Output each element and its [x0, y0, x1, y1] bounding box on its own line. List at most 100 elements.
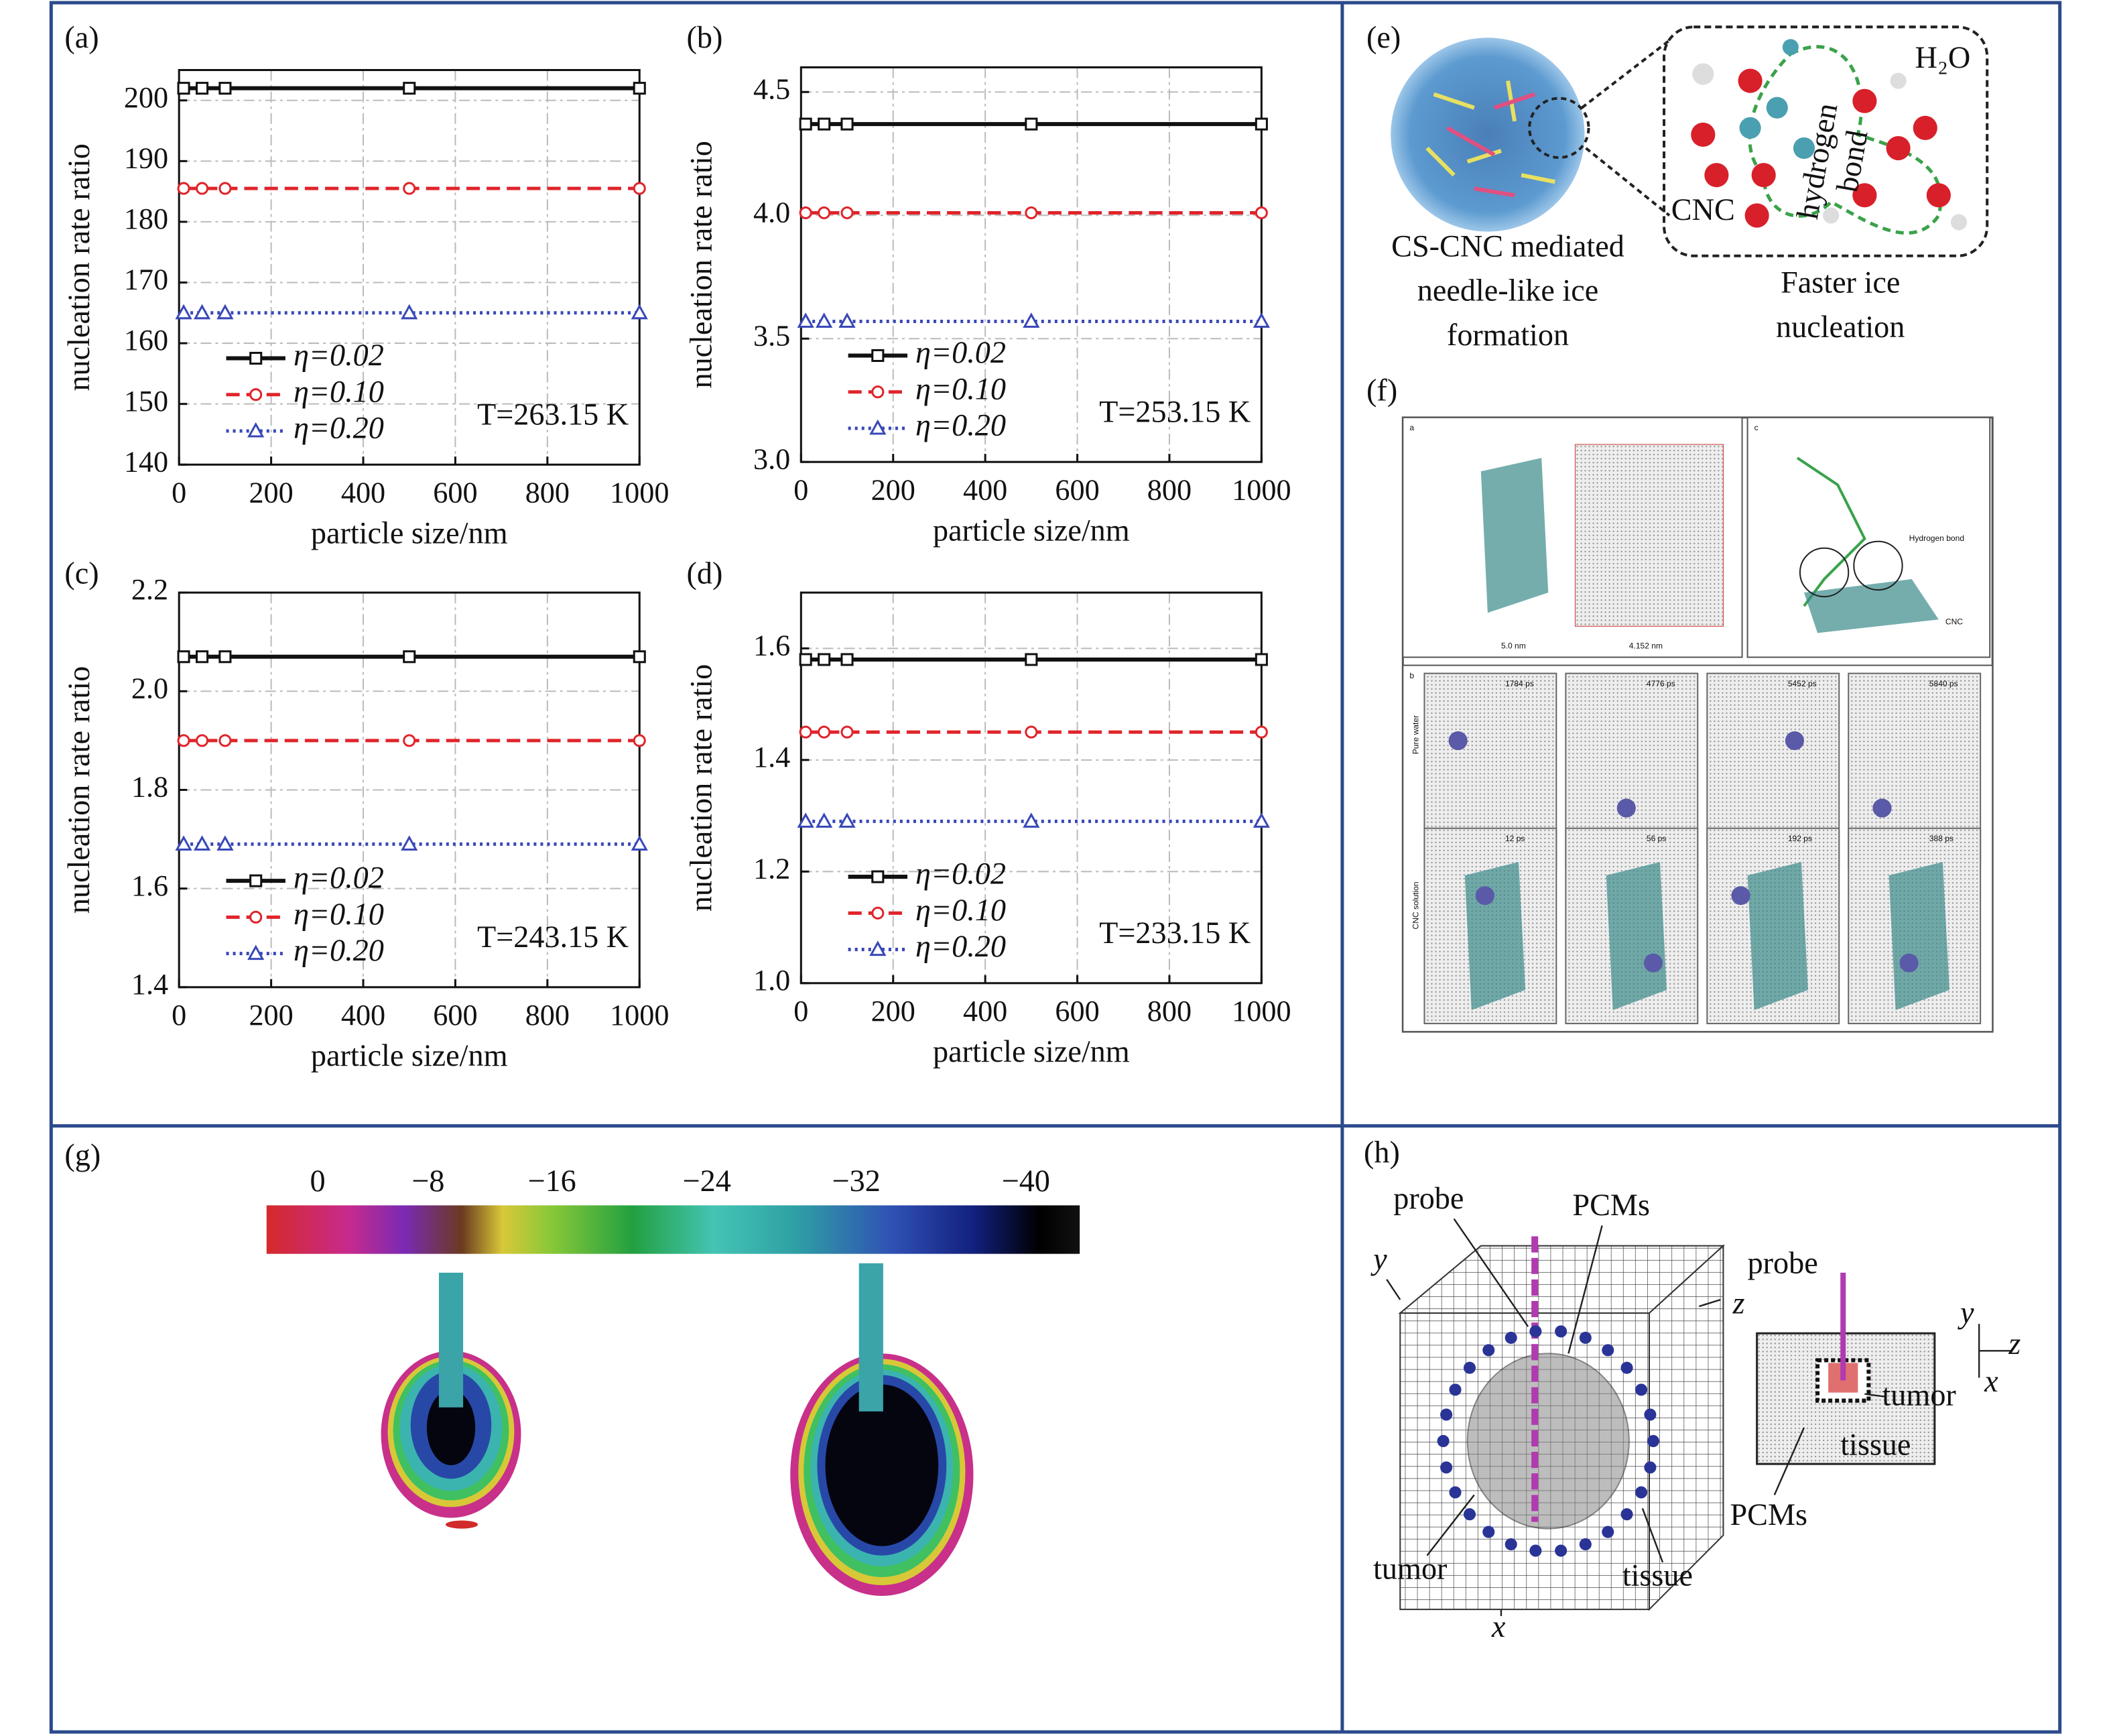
h-label: y	[1958, 1296, 1974, 1330]
sub-label: b	[1409, 671, 1414, 680]
marker	[816, 812, 833, 828]
pcm-dot	[1440, 1408, 1453, 1421]
time-label: 5840 ps	[1929, 679, 1958, 688]
x-tick-label: 1000	[610, 999, 669, 1032]
marker	[401, 835, 418, 851]
pcm-dot	[1505, 1538, 1517, 1551]
marker	[797, 812, 814, 828]
ice-cluster	[1643, 953, 1663, 973]
label-water: H₂O	[1915, 40, 1970, 74]
y-tick-label: 4.0	[753, 196, 790, 229]
y-tick-label: 150	[124, 385, 168, 418]
x-tick-label: 200	[871, 474, 915, 507]
pcm-dot	[1620, 1361, 1633, 1374]
x-tick-label: 800	[525, 999, 570, 1032]
marker	[818, 117, 831, 131]
pcm-dot	[1579, 1538, 1592, 1551]
marker	[195, 82, 209, 95]
x-axis-label: particle size/nm	[311, 1038, 508, 1072]
pcm-dot	[1644, 1408, 1657, 1421]
marker	[177, 734, 190, 747]
size-label: 5.0 nm	[1501, 641, 1526, 651]
marker	[799, 725, 812, 739]
marker	[177, 82, 190, 95]
y-tick-label: 3.0	[753, 442, 790, 475]
y-tick-label: 200	[124, 81, 168, 114]
sub-label: a	[1409, 423, 1414, 432]
legend-label: η=0.20	[294, 411, 384, 445]
marker	[218, 650, 232, 664]
h-label: PCMs	[1730, 1497, 1807, 1532]
panel-label: (d)	[687, 556, 723, 591]
pcm-dot	[1602, 1526, 1614, 1538]
marker	[193, 304, 211, 320]
colorbar-label: −8	[411, 1164, 444, 1198]
h-label: x	[1491, 1609, 1506, 1644]
hbond-circle	[1799, 547, 1850, 598]
marker	[797, 312, 814, 328]
marker	[633, 734, 646, 747]
legend-marker	[249, 351, 263, 365]
zoom-circle	[1528, 97, 1590, 160]
marker	[818, 653, 831, 666]
time-label: 56 ps	[1647, 834, 1666, 843]
y-tick-label: 1.4	[753, 741, 790, 773]
panel-h: (h) probe PCMs y z x tumor tissue probe …	[1364, 1135, 2021, 1644]
marker	[633, 82, 646, 95]
cnc-crystal	[1889, 861, 1949, 1010]
x-tick-label: 600	[433, 477, 477, 509]
h-label: tumor	[1882, 1377, 1956, 1412]
marker	[195, 734, 209, 747]
panel-e: (e) CS-CNC mediated needle-like ice form…	[1366, 20, 1989, 352]
pcm-dot	[1440, 1461, 1453, 1474]
legend-marker	[871, 349, 885, 363]
y-tick-label: 1.6	[131, 869, 168, 902]
y-axis-label: nucleation rate ratio	[62, 666, 96, 914]
time-label: 1784 ps	[1505, 679, 1534, 688]
x-tick-label: 800	[1147, 995, 1192, 1028]
caption: nucleation	[1776, 310, 1905, 344]
row-label: Pure water	[1411, 715, 1421, 754]
marker	[1023, 312, 1040, 328]
y-axis-label: nucleation rate ratio	[62, 143, 96, 391]
legend-marker	[249, 388, 263, 401]
x-tick-label: 1000	[1232, 995, 1291, 1028]
legend-marker	[869, 419, 887, 435]
marker	[631, 304, 648, 320]
panel-frames	[49, 1, 2062, 1734]
zoom-box	[1663, 25, 1989, 257]
marker	[1025, 653, 1038, 666]
panel-label: (f)	[1366, 373, 1397, 407]
marker	[818, 206, 831, 220]
y-tick-label: 1.2	[753, 852, 790, 885]
legend-label: η=0.02	[915, 335, 1006, 369]
arrows	[1386, 1218, 1721, 1617]
time-label: 4776 ps	[1647, 679, 1675, 688]
hbond-chain	[1796, 456, 1866, 607]
ice-cluster	[1731, 886, 1750, 906]
ice-cluster	[1616, 798, 1636, 818]
legend-marker	[871, 870, 885, 883]
colorbar-label: −24	[683, 1164, 731, 1198]
pcm-dot	[1644, 1461, 1657, 1474]
y-tick-label: 170	[124, 263, 168, 296]
pcm-dot	[1620, 1508, 1633, 1521]
time-label: 12 ps	[1505, 834, 1525, 843]
x-tick-label: 0	[793, 995, 808, 1028]
plot-frame	[178, 591, 641, 989]
marker	[840, 206, 854, 220]
y-axis-label: nucleation rate ratio	[684, 664, 718, 912]
x-tick-label: 400	[341, 999, 385, 1032]
plot-frame	[178, 68, 641, 466]
y-tick-label: 180	[124, 202, 168, 235]
h-label: x	[1984, 1364, 1998, 1398]
pcm-dot	[1635, 1486, 1648, 1499]
colorbar-label: −40	[1002, 1164, 1050, 1198]
y-tick-label: 160	[124, 324, 168, 357]
caption: formation	[1447, 318, 1569, 352]
marker	[799, 117, 812, 131]
legend-label: η=0.10	[294, 374, 384, 408]
chart: (b) particle size/nm nucleation rate ratio…	[684, 20, 1291, 547]
ice-cluster	[1899, 953, 1919, 973]
